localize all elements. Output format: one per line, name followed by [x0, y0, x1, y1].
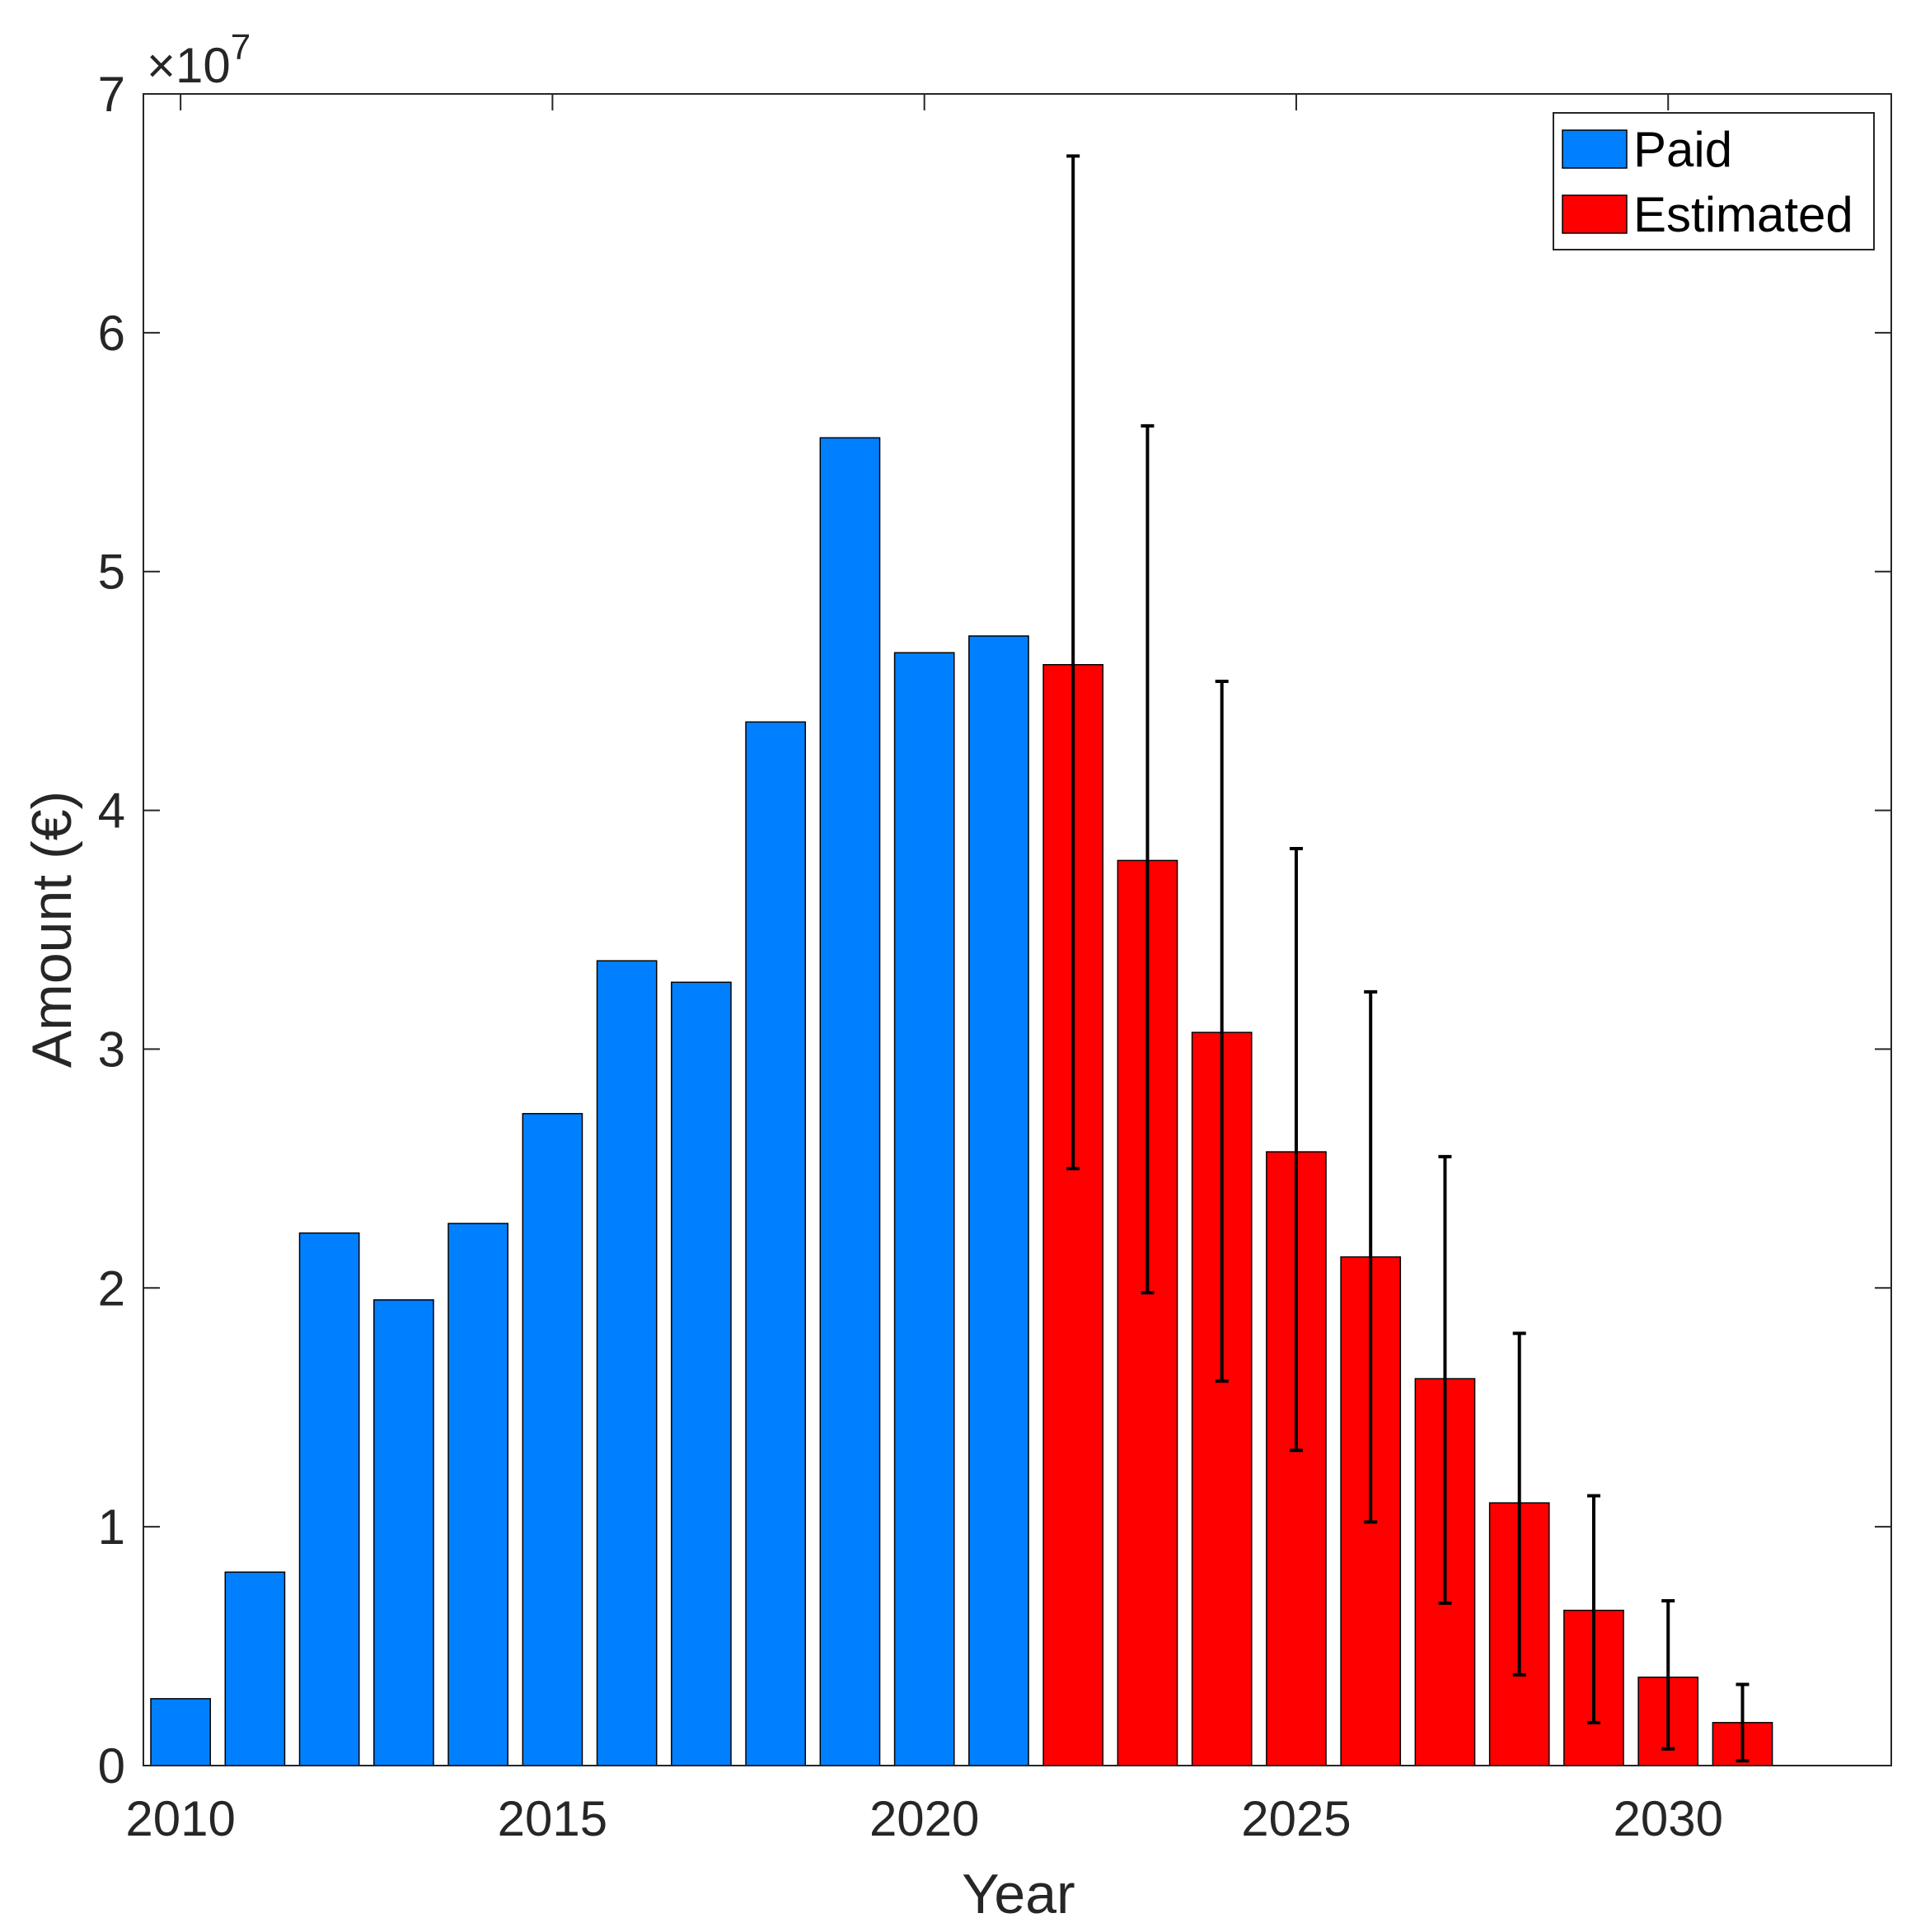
legend-swatch-estimated [1562, 194, 1628, 234]
bar-paid-2021 [968, 635, 1029, 1766]
y-tick-label: 3 [98, 1022, 125, 1077]
bar-paid-2017 [671, 981, 732, 1766]
x-tick-label: 2010 [125, 1791, 235, 1846]
bar-paid-2014 [447, 1223, 509, 1766]
y-multiplier: ×107 [147, 27, 251, 93]
y-multiplier-exponent: 7 [231, 27, 251, 68]
x-tick-label: 2030 [1613, 1791, 1722, 1846]
x-axis-title: Year [962, 1863, 1075, 1925]
y-tick-label: 7 [98, 67, 125, 122]
y-tick-label: 1 [98, 1499, 125, 1555]
x-tick-label: 2025 [1241, 1791, 1351, 1846]
legend-label-estimated: Estimated [1633, 187, 1853, 242]
errorbars-group [1066, 154, 1750, 1763]
y-tick-label: 5 [98, 545, 125, 600]
bar-paid-2020 [893, 652, 955, 1766]
bars-group [150, 437, 1773, 1766]
y-axis-title: Amount (€) [21, 791, 83, 1068]
plot-frame [143, 93, 1892, 1766]
y-tick-label: 0 [98, 1738, 125, 1794]
legend-swatch-paid [1562, 129, 1628, 169]
bar-paid-2013 [373, 1299, 434, 1766]
bar-paid-2010 [150, 1698, 211, 1766]
y-tick-label: 2 [98, 1261, 125, 1316]
bar-paid-2018 [745, 721, 807, 1766]
y-tick-label: 4 [98, 784, 125, 839]
bar-paid-2016 [596, 960, 658, 1766]
legend: Paid Estimated [1553, 112, 1875, 250]
y-tick-label: 6 [98, 306, 125, 361]
bar-paid-2011 [224, 1571, 286, 1766]
tick-labels: 2010 2015 2020 2025 2030 0 1 2 3 4 5 6 7 [98, 67, 1723, 1846]
bar-paid-2015 [522, 1112, 583, 1766]
bar-paid-2012 [298, 1232, 360, 1766]
x-tick-label: 2015 [498, 1791, 607, 1846]
legend-label-paid: Paid [1633, 122, 1732, 177]
bar-paid-2019 [819, 437, 881, 1766]
x-tick-label: 2020 [869, 1791, 979, 1846]
